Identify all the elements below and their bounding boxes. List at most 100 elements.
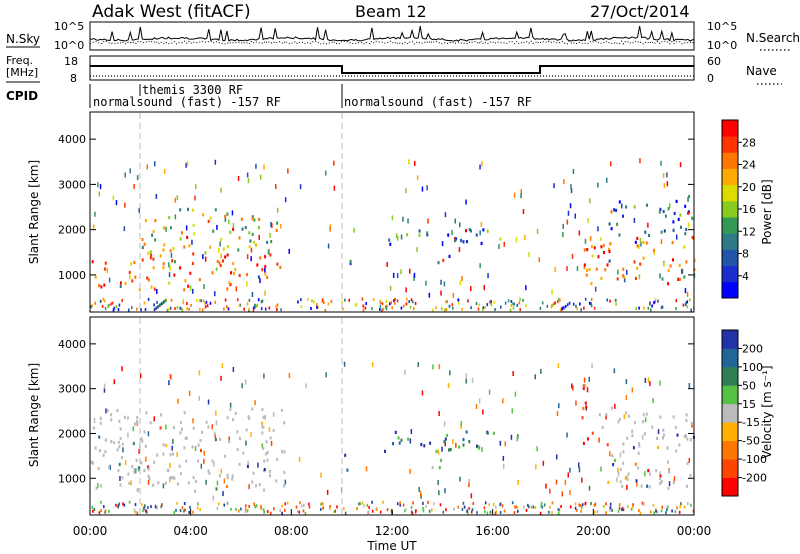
echo-cell bbox=[618, 417, 621, 421]
echo-cell bbox=[405, 508, 407, 512]
echo-cell bbox=[655, 507, 657, 511]
echo-cell bbox=[100, 509, 102, 512]
echo-cell bbox=[127, 416, 129, 420]
echo-cell bbox=[465, 373, 467, 379]
echo-cell bbox=[389, 242, 392, 246]
echo-cell bbox=[407, 437, 410, 441]
echo-cell bbox=[230, 507, 232, 511]
echo-cell bbox=[104, 307, 107, 311]
echo-cell bbox=[119, 427, 122, 431]
echo-cell bbox=[162, 266, 165, 270]
echo-cell bbox=[540, 501, 543, 505]
echo-cell bbox=[549, 505, 551, 509]
echo-cell bbox=[587, 437, 589, 441]
echo-cell bbox=[375, 508, 377, 511]
echo-cell bbox=[687, 197, 689, 202]
echo-cell bbox=[154, 219, 157, 223]
echo-cell bbox=[107, 304, 110, 308]
echo-cell bbox=[588, 268, 591, 272]
echo-cell bbox=[194, 479, 197, 483]
echo-cell bbox=[153, 303, 155, 307]
echo-cell bbox=[162, 443, 165, 447]
echo-cell bbox=[396, 502, 399, 506]
echo-cell bbox=[660, 509, 663, 513]
echo-cell bbox=[209, 216, 212, 220]
echo-cell bbox=[252, 308, 255, 312]
echo-cell bbox=[622, 214, 624, 218]
echo-cell bbox=[571, 383, 573, 389]
echo-cell bbox=[609, 502, 612, 506]
echo-cell bbox=[98, 435, 101, 439]
echo-cell bbox=[279, 265, 282, 270]
echo-cell bbox=[453, 507, 455, 511]
echo-cell bbox=[104, 450, 107, 454]
echo-cell bbox=[202, 254, 204, 260]
colorbar-tick-label: 4 bbox=[742, 270, 749, 283]
noise-right-tick-high: 10^5 bbox=[707, 20, 737, 33]
date-label: 27/Oct/2014 bbox=[590, 2, 690, 21]
echo-cell bbox=[188, 244, 191, 248]
echo-cell bbox=[465, 378, 467, 384]
echo-cell bbox=[683, 505, 686, 509]
echo-cell bbox=[103, 383, 106, 389]
echo-cell bbox=[147, 479, 150, 485]
echo-cell bbox=[607, 480, 610, 484]
echo-cell bbox=[499, 237, 502, 241]
echo-cell bbox=[490, 299, 492, 303]
echo-cell bbox=[261, 268, 264, 272]
echo-cell bbox=[102, 297, 105, 301]
echo-cell bbox=[688, 194, 691, 198]
echo-cell bbox=[534, 374, 536, 380]
echo-cell bbox=[553, 183, 555, 189]
echo-cell bbox=[134, 468, 137, 474]
echo-cell bbox=[128, 308, 130, 312]
echo-cell bbox=[327, 243, 330, 249]
echo-cell bbox=[489, 510, 492, 514]
echo-cell bbox=[646, 203, 648, 207]
freq-left-tick-low: 8 bbox=[70, 72, 77, 85]
echo-cell bbox=[260, 504, 262, 508]
echo-cell bbox=[684, 232, 687, 236]
echo-cell bbox=[229, 230, 232, 234]
echo-cell bbox=[556, 411, 559, 416]
echo-cell bbox=[188, 307, 190, 311]
echo-cell bbox=[224, 298, 227, 302]
echo-cell bbox=[586, 268, 588, 272]
echo-cell bbox=[525, 285, 527, 291]
echo-cell bbox=[182, 299, 185, 302]
echo-cell bbox=[538, 257, 540, 263]
echo-cell bbox=[640, 241, 642, 247]
colorbar-segment bbox=[722, 281, 738, 299]
echo-cell bbox=[379, 304, 382, 308]
echo-cell bbox=[155, 193, 158, 199]
echo-cell bbox=[251, 407, 254, 411]
echo-cell bbox=[684, 303, 687, 307]
echo-cell bbox=[200, 463, 203, 469]
echo-cell bbox=[298, 510, 301, 514]
echo-cell bbox=[679, 162, 682, 168]
echo-cell bbox=[420, 493, 422, 499]
echo-cell bbox=[255, 504, 258, 508]
echo-cell bbox=[183, 411, 186, 415]
echo-cell bbox=[170, 374, 173, 380]
echo-cell bbox=[458, 247, 461, 253]
echo-cell bbox=[443, 440, 446, 444]
echo-cell bbox=[176, 501, 178, 505]
echo-cell bbox=[600, 245, 603, 249]
echo-cell bbox=[486, 431, 489, 435]
echo-cell bbox=[548, 510, 550, 514]
echo-cell bbox=[336, 505, 338, 509]
echo-cell bbox=[572, 168, 575, 174]
echo-cell bbox=[173, 260, 176, 264]
echo-cell bbox=[366, 503, 369, 507]
echo-cell bbox=[93, 508, 96, 511]
colorbar-segment bbox=[722, 403, 738, 423]
echo-cell bbox=[438, 364, 441, 370]
echo-cell bbox=[643, 306, 645, 310]
echo-cell bbox=[93, 426, 96, 430]
echo-cell bbox=[237, 175, 240, 181]
echo-cell bbox=[514, 505, 516, 509]
echo-cell bbox=[472, 502, 475, 505]
echo-cell bbox=[258, 234, 260, 240]
echo-cell bbox=[181, 231, 183, 235]
